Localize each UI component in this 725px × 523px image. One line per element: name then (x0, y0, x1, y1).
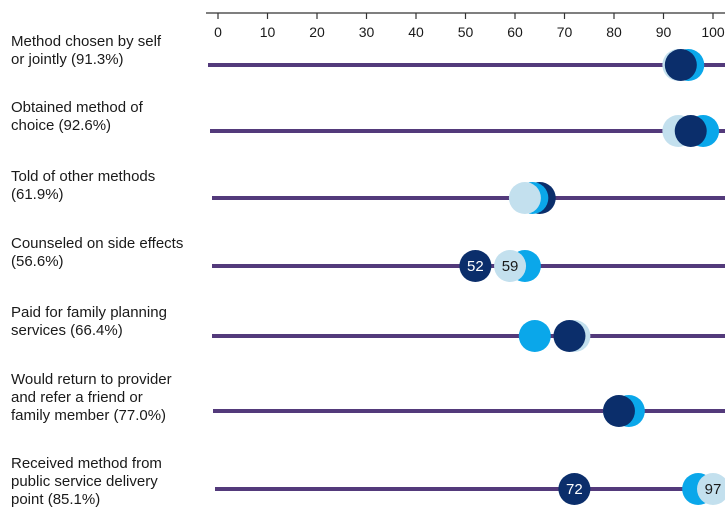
category-label-line: point (85.1%) (11, 491, 100, 508)
x-tick-label: 100 (701, 24, 725, 40)
x-tick-label: 0 (214, 24, 222, 40)
category-label: Would return to provider and refer a frie… (11, 371, 172, 424)
category-label-line: or jointly (91.3%) (11, 51, 124, 68)
data-point-dark (553, 320, 586, 352)
data-point-dark (558, 473, 591, 505)
category-label-line: and refer a friend or (11, 389, 143, 406)
x-axis: 0 10 20 30 40 50 60 70 80 90 100 (206, 12, 725, 40)
category-labels: Method chosen by self or jointly (91.3%) O… (11, 33, 183, 508)
data-point-label: 59 (502, 258, 519, 275)
data-point-light (508, 182, 541, 214)
data-point-mid (518, 320, 551, 352)
data-point-dark (602, 395, 635, 427)
data-point-dark (674, 115, 707, 147)
x-tick-label: 70 (557, 24, 573, 40)
x-tick-label: 60 (507, 24, 523, 40)
category-label-line: services (66.4%) (11, 322, 123, 339)
category-label: Received method from public service deliv… (11, 455, 162, 508)
category-label-line: (56.6%) (11, 253, 64, 270)
x-tick-label: 30 (359, 24, 375, 40)
category-label: Told of other methods (61.9%) (11, 168, 155, 203)
data-point-label: 72 (566, 481, 583, 498)
category-label: Paid for family planning services (66.4%) (11, 304, 167, 339)
category-label-line: Received method from (11, 455, 162, 472)
x-tick-label: 50 (458, 24, 474, 40)
category-label: Method chosen by self or jointly (91.3%) (11, 33, 162, 68)
category-label: Counseled on side effects (56.6%) (11, 235, 183, 270)
category-label-line: Would return to provider (11, 371, 172, 388)
data-point-light (697, 473, 725, 505)
data-point-dark (664, 49, 697, 81)
category-label-line: (61.9%) (11, 186, 64, 203)
x-tick-label: 80 (606, 24, 622, 40)
category-label-line: Told of other methods (11, 168, 155, 185)
chart-rows: 52 59 72 97 (208, 49, 725, 505)
x-tick-label: 10 (260, 24, 276, 40)
category-label-line: choice (92.6%) (11, 117, 111, 134)
category-label-line: Method chosen by self (11, 33, 162, 50)
data-point-dark (459, 250, 492, 282)
category-label-line: Obtained method of (11, 99, 144, 116)
category-label-line: public service delivery (11, 473, 158, 490)
category-label-line: family member (77.0%) (11, 407, 166, 424)
data-point-label: 97 (705, 481, 722, 498)
data-point-light (494, 250, 527, 282)
category-label-line: Paid for family planning (11, 304, 167, 321)
category-label: Obtained method of choice (92.6%) (11, 99, 144, 134)
category-label-line: Counseled on side effects (11, 235, 183, 252)
x-tick-label: 40 (408, 24, 424, 40)
x-tick-label: 90 (656, 24, 672, 40)
x-tick-label: 20 (309, 24, 325, 40)
data-point-label: 52 (467, 258, 484, 275)
